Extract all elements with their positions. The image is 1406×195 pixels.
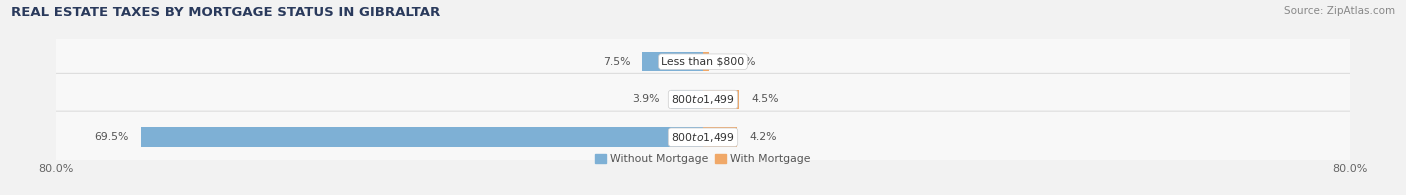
Bar — [703, 52, 709, 72]
Bar — [703, 90, 740, 109]
Text: Less than $800: Less than $800 — [661, 57, 745, 67]
Text: $800 to $1,499: $800 to $1,499 — [671, 93, 735, 106]
Text: 4.5%: 4.5% — [752, 94, 779, 105]
FancyBboxPatch shape — [53, 111, 1353, 163]
Bar — [141, 127, 703, 147]
Text: Source: ZipAtlas.com: Source: ZipAtlas.com — [1284, 6, 1395, 16]
Bar — [703, 127, 737, 147]
Text: 3.9%: 3.9% — [631, 94, 659, 105]
Text: 69.5%: 69.5% — [94, 132, 129, 142]
Text: $800 to $1,499: $800 to $1,499 — [671, 131, 735, 144]
Legend: Without Mortgage, With Mortgage: Without Mortgage, With Mortgage — [595, 154, 811, 164]
FancyBboxPatch shape — [53, 73, 1353, 126]
Text: 4.2%: 4.2% — [749, 132, 776, 142]
Bar — [643, 52, 703, 72]
Text: REAL ESTATE TAXES BY MORTGAGE STATUS IN GIBRALTAR: REAL ESTATE TAXES BY MORTGAGE STATUS IN … — [11, 6, 440, 19]
Text: 0.77%: 0.77% — [721, 57, 756, 67]
Bar — [672, 90, 703, 109]
Text: 7.5%: 7.5% — [603, 57, 630, 67]
FancyBboxPatch shape — [53, 36, 1353, 88]
